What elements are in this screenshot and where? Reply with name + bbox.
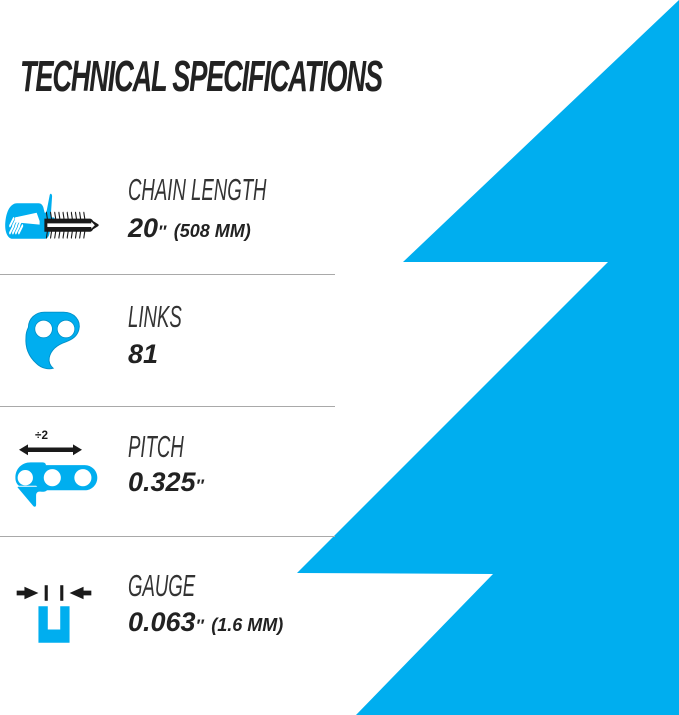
svg-text:÷2: ÷2 (35, 429, 48, 442)
